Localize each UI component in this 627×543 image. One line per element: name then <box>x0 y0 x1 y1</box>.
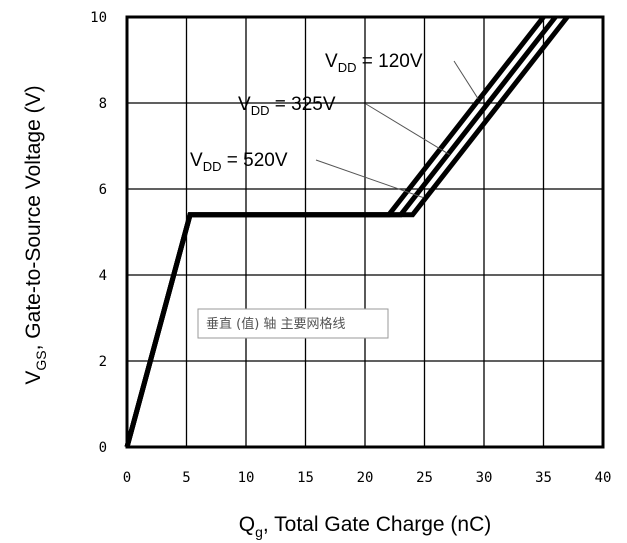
y-tick-label: 4 <box>99 268 107 284</box>
gridline-tooltip: 垂直 (值) 轴 主要网格线 <box>197 308 389 339</box>
leader-vdd-120 <box>453 60 479 99</box>
y-tick-label: 0 <box>99 440 107 456</box>
x-axis-title: Qg, Total Gate Charge (nC) <box>239 513 492 540</box>
x-tick-label: 30 <box>476 470 493 486</box>
series-line-0 <box>124 15 546 448</box>
x-tick-label: 15 <box>297 470 314 486</box>
x-tick-label: 35 <box>535 470 552 486</box>
plot-area-frame <box>125 15 605 449</box>
y-tick-labels: 0 2 4 6 8 10 <box>90 10 107 456</box>
x-tick-labels: 0 5 10 15 20 25 30 35 40 <box>123 470 612 486</box>
tooltip-text: 垂直 (值) 轴 主要网格线 <box>206 316 346 332</box>
series-line-2 <box>124 15 570 448</box>
callout-leaders <box>315 60 479 199</box>
y-tick-label: 2 <box>99 354 107 370</box>
leader-vdd-520 <box>315 159 424 199</box>
grid-lines <box>127 17 603 447</box>
y-tick-label: 6 <box>99 182 107 198</box>
x-tick-label: 0 <box>123 470 131 486</box>
x-tick-label: 40 <box>595 470 612 486</box>
x-tick-label: 20 <box>357 470 374 486</box>
x-tick-label: 5 <box>182 470 190 486</box>
callout-vdd-325: VDD = 325V <box>238 94 336 118</box>
y-tick-label: 8 <box>99 96 107 112</box>
y-axis-title: VGS, Gate-to-Source Voltage (V) <box>22 85 49 384</box>
y-tick-label: 10 <box>90 10 107 26</box>
x-tick-label: 10 <box>238 470 255 486</box>
x-tick-label: 25 <box>416 470 433 486</box>
leader-vdd-325 <box>365 103 450 156</box>
series-lines <box>124 15 570 448</box>
callout-vdd-120: VDD = 120V <box>325 51 423 75</box>
callout-vdd-520: VDD = 520V <box>190 150 288 174</box>
